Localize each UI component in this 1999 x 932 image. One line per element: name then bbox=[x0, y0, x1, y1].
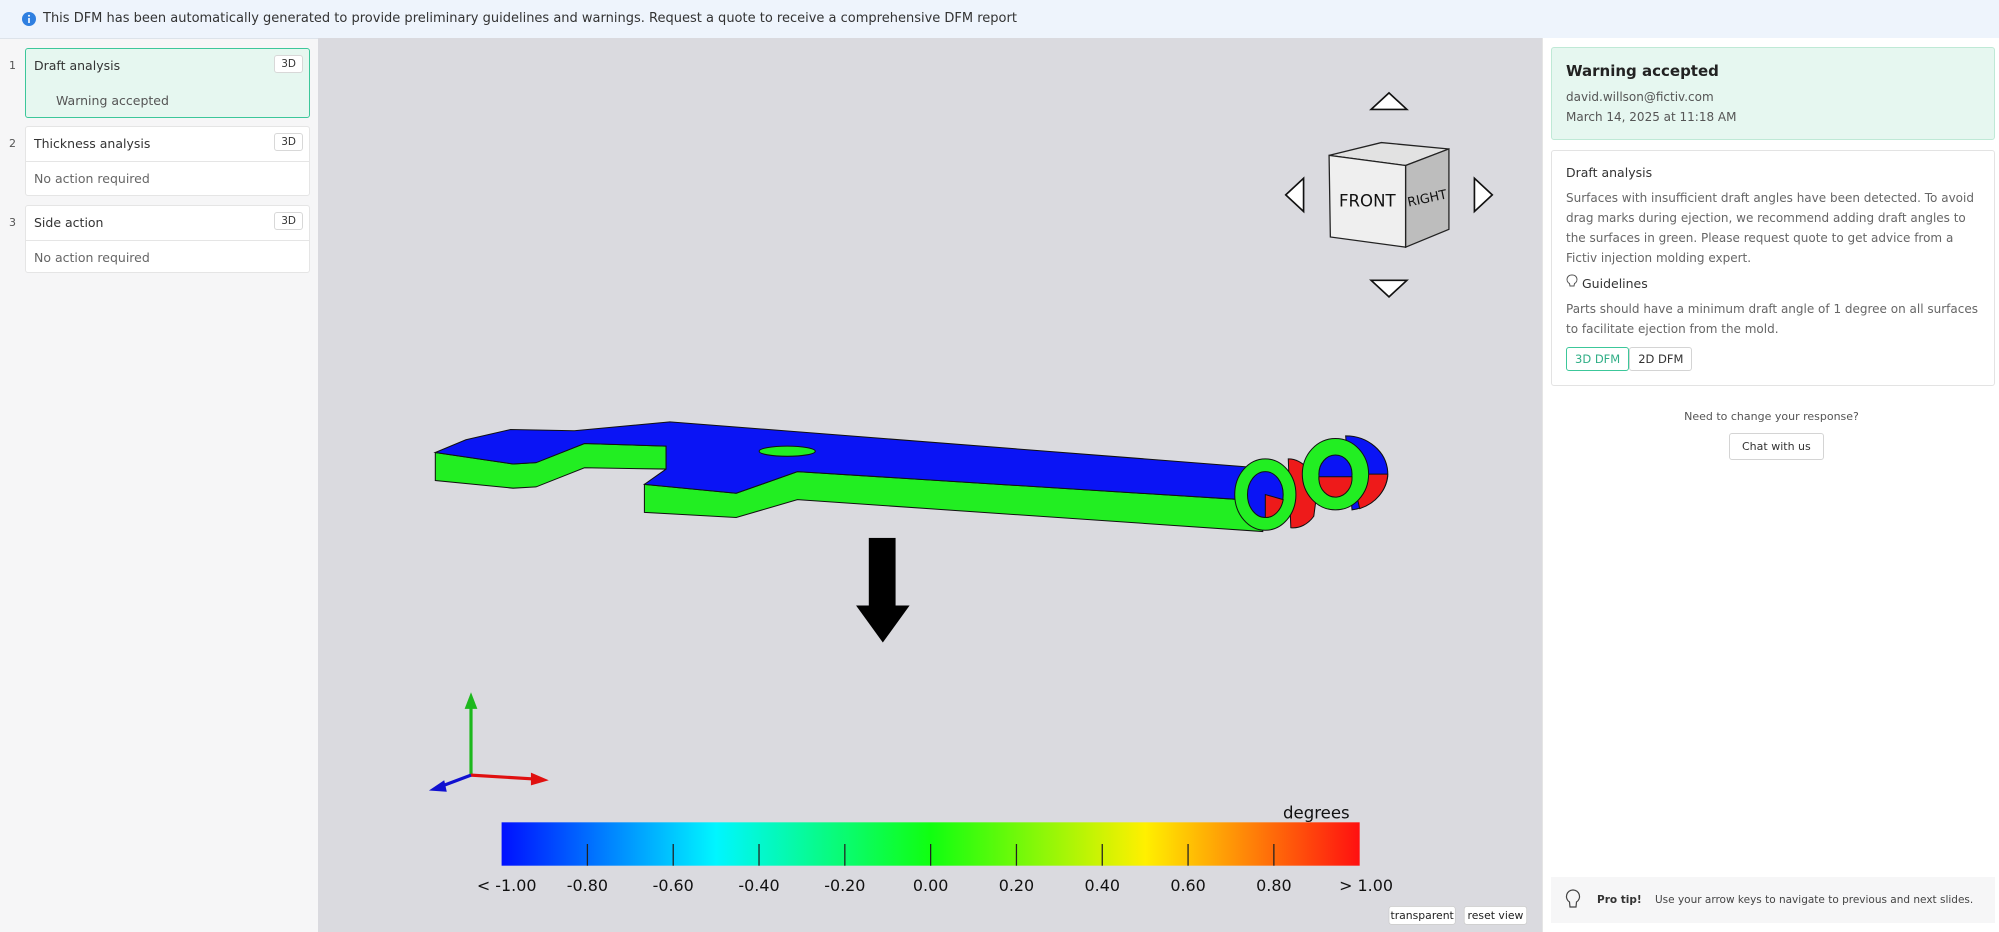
scale-label: 0.60 bbox=[1170, 876, 1205, 895]
scale-unit: degrees bbox=[1283, 803, 1350, 822]
separator bbox=[26, 240, 309, 241]
tabs: 3D DFM 2D DFM bbox=[1566, 347, 1980, 371]
tab[interactable]: 2D DFM bbox=[1629, 347, 1693, 371]
guidelines-title: Guidelines bbox=[1581, 276, 1648, 291]
step-title: Draft analysis bbox=[34, 58, 121, 73]
scale-label: -0.20 bbox=[824, 876, 865, 895]
scale-label: 0.00 bbox=[913, 876, 948, 895]
status-user: david.willson@fictiv.com bbox=[1566, 90, 1714, 104]
prompt: Need to change your response? bbox=[1684, 410, 1859, 423]
scale-label: 0.20 bbox=[999, 876, 1034, 895]
step-number: 3 bbox=[9, 216, 16, 229]
step-badge: 3D bbox=[274, 55, 303, 73]
right-panel: Warning accepted david.willson@fictiv.co… bbox=[1542, 38, 1999, 932]
banner-text: This DFM has been automatically generate… bbox=[43, 11, 1017, 26]
status-title: Warning accepted bbox=[1566, 62, 1719, 80]
cube-front: FRONT bbox=[1339, 191, 1396, 210]
viewer-button-label: reset view bbox=[1468, 909, 1524, 922]
step-number: 1 bbox=[9, 59, 16, 72]
scale-label: -0.60 bbox=[653, 876, 694, 895]
viewer-button[interactable] bbox=[1388, 906, 1456, 925]
rotate-left[interactable] bbox=[1284, 176, 1305, 214]
sidebar: 1 Draft analysis 3D Warning accepted 2 Thickn… bbox=[0, 39, 319, 932]
tip-label: Pro tip! bbox=[1597, 894, 1642, 906]
guidelines-text: Parts should have a minimum draft angle … bbox=[1566, 302, 1978, 336]
pro-tip: Pro tip! Use your arrow keys to navigate… bbox=[1551, 877, 1995, 923]
step-status: No action required bbox=[34, 250, 150, 265]
scale-label: < -1.00 bbox=[477, 876, 537, 895]
step-title: Thickness analysis bbox=[34, 136, 151, 151]
scale-label: 0.40 bbox=[1085, 876, 1120, 895]
rotate-up[interactable] bbox=[1369, 91, 1409, 111]
step-badge: 3D bbox=[274, 133, 303, 151]
scale-label: 0.80 bbox=[1256, 876, 1291, 895]
separator bbox=[26, 161, 309, 162]
detail-card: Draft analysis Surfaces with insufficien… bbox=[1551, 150, 1995, 386]
step-title: Side action bbox=[34, 215, 104, 230]
scale-label: > 1.00 bbox=[1339, 876, 1393, 895]
banner: This DFM has been automatically generate… bbox=[0, 0, 1999, 39]
pull-direction bbox=[856, 537, 910, 643]
viewer: FRONT RIGHT degrees < -1.00 -0.80 -0.60 -0.… bbox=[318, 38, 1542, 932]
detail-title: Draft analysis bbox=[1566, 165, 1653, 180]
step-number: 2 bbox=[9, 137, 16, 150]
viewer-button-label: transparent bbox=[1390, 909, 1453, 922]
status-date: March 14, 2025 at 11:18 AM bbox=[1566, 110, 1737, 124]
step-card[interactable]: Side action 3D No action required bbox=[25, 205, 310, 273]
bulb-icon bbox=[1566, 274, 1578, 287]
viewer-button[interactable] bbox=[1463, 906, 1528, 925]
rotate-down[interactable] bbox=[1369, 279, 1409, 299]
axes-triad bbox=[428, 692, 549, 792]
guidelines-heading: Guidelines bbox=[1566, 274, 1980, 291]
cube[interactable] bbox=[1328, 141, 1450, 249]
scale-label: -0.40 bbox=[738, 876, 779, 895]
step-status: No action required bbox=[34, 171, 150, 186]
part-model bbox=[433, 421, 1389, 533]
chat-button[interactable]: Chat with us bbox=[1729, 433, 1824, 460]
step-card[interactable]: Thickness analysis 3D No action required bbox=[25, 126, 310, 196]
step-badge: 3D bbox=[274, 212, 303, 230]
rotate-right[interactable] bbox=[1473, 176, 1494, 214]
tab[interactable]: 3D DFM bbox=[1566, 347, 1630, 371]
detail-description: Surfaces with insufficient draft angles … bbox=[1566, 191, 1974, 265]
step-card[interactable]: Draft analysis 3D Warning accepted bbox=[25, 48, 310, 118]
tip-icon bbox=[1565, 889, 1581, 908]
step-status: Warning accepted bbox=[56, 93, 169, 108]
tip-text: Use your arrow keys to navigate to previ… bbox=[1655, 894, 1974, 906]
status-card: Warning accepted david.willson@fictiv.co… bbox=[1551, 47, 1995, 140]
info-icon bbox=[22, 12, 36, 26]
scale-label: -0.80 bbox=[567, 876, 608, 895]
